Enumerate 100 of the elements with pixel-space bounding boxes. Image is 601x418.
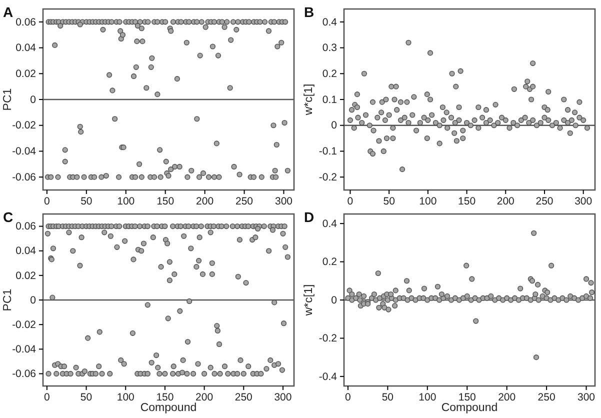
- point: [518, 286, 524, 292]
- point: [524, 78, 530, 84]
- y-tick-label: 0: [30, 94, 36, 106]
- point: [535, 282, 541, 288]
- point: [492, 102, 498, 108]
- point: [354, 92, 360, 98]
- y-tick-label: -0.04: [12, 146, 36, 158]
- x-tick-label: 300: [274, 195, 293, 208]
- x-tick-label: 50: [80, 391, 92, 404]
- y-tick-label: 0: [331, 120, 338, 132]
- x-tick-label: 100: [419, 195, 437, 208]
- point: [436, 140, 442, 146]
- point: [454, 138, 460, 144]
- point: [469, 276, 475, 282]
- point: [561, 96, 567, 102]
- point: [460, 135, 466, 142]
- point: [476, 104, 482, 110]
- y-axis-title: w*c[1]: [303, 84, 315, 116]
- point: [532, 291, 538, 298]
- chart-title: D: [304, 209, 314, 225]
- point: [444, 110, 450, 116]
- x-tick-label: 150: [458, 195, 476, 208]
- x-tick-label: 100: [116, 391, 135, 404]
- x-axis-title: Compound: [441, 402, 498, 414]
- x-tick-label: 100: [418, 391, 436, 404]
- y-axis-title: w*c[1]: [303, 284, 315, 317]
- y-tick-label: 0.02: [16, 270, 36, 282]
- x-tick-label: 50: [382, 391, 394, 404]
- point: [386, 306, 392, 312]
- point: [548, 262, 554, 268]
- point: [393, 84, 399, 90]
- point: [388, 291, 394, 298]
- point: [576, 99, 582, 105]
- point: [546, 88, 552, 95]
- x-tick-label: 300: [574, 195, 592, 208]
- point: [458, 68, 464, 74]
- point: [531, 230, 537, 236]
- point: [361, 70, 367, 76]
- point: [434, 284, 441, 290]
- y-tick-label: -0.02: [12, 120, 36, 132]
- point: [404, 278, 410, 284]
- point: [452, 130, 458, 136]
- point: [399, 166, 406, 172]
- y-tick-label: -0.06: [12, 368, 36, 380]
- point: [406, 288, 412, 294]
- y-tick-label: -0.2: [318, 171, 338, 184]
- point: [589, 290, 595, 296]
- y-tick-label: 0.06: [16, 220, 36, 233]
- x-tick-label: 200: [196, 391, 214, 404]
- y-axis-title: PC1: [2, 288, 14, 312]
- point: [530, 84, 536, 90]
- point: [544, 290, 550, 296]
- point: [392, 302, 398, 309]
- point: [392, 288, 398, 294]
- point: [371, 291, 377, 298]
- point: [398, 99, 404, 105]
- point: [483, 107, 489, 113]
- y-tick-label: 0.2: [322, 68, 338, 80]
- point: [384, 135, 390, 142]
- x-tick-label: 250: [236, 195, 254, 208]
- y-tick-label: -0.04: [12, 344, 36, 356]
- point: [565, 107, 571, 113]
- point: [438, 291, 444, 298]
- point: [473, 318, 479, 324]
- x-axis-title: Compound: [140, 402, 197, 414]
- point: [348, 107, 355, 113]
- x-tick-label: 200: [498, 391, 516, 404]
- point: [528, 96, 534, 102]
- y-tick-label: 0.3: [322, 42, 338, 54]
- y-tick-label: -0.4: [318, 370, 338, 383]
- y-tick-label: 0.02: [16, 68, 36, 80]
- point: [406, 40, 412, 46]
- y-tick-label: -0.02: [12, 318, 36, 331]
- y-tick-label: 0: [30, 294, 36, 306]
- point: [427, 96, 434, 102]
- point: [388, 84, 394, 90]
- point: [370, 99, 376, 105]
- x-tick-label: 200: [196, 195, 214, 208]
- x-tick-label: 0: [345, 391, 352, 404]
- y-tick-label: -0.1: [318, 146, 338, 158]
- point: [354, 104, 360, 110]
- point: [523, 84, 529, 90]
- point: [380, 148, 386, 154]
- y-tick-label: -0.2: [318, 332, 338, 345]
- x-tick-label: 0: [44, 391, 50, 404]
- chart-title: C: [3, 209, 14, 225]
- point: [424, 135, 430, 142]
- x-tick-label: 200: [496, 195, 515, 208]
- point: [511, 86, 517, 92]
- point: [424, 92, 430, 98]
- y-tick-label: 0.04: [16, 42, 36, 54]
- y-tick-label: 0.2: [322, 256, 338, 268]
- x-tick-label: 50: [80, 195, 92, 208]
- point: [356, 291, 362, 298]
- point: [379, 99, 385, 105]
- point: [533, 354, 540, 360]
- chart-title: A: [3, 4, 14, 20]
- point: [567, 130, 573, 136]
- point: [390, 135, 396, 142]
- point: [440, 104, 446, 110]
